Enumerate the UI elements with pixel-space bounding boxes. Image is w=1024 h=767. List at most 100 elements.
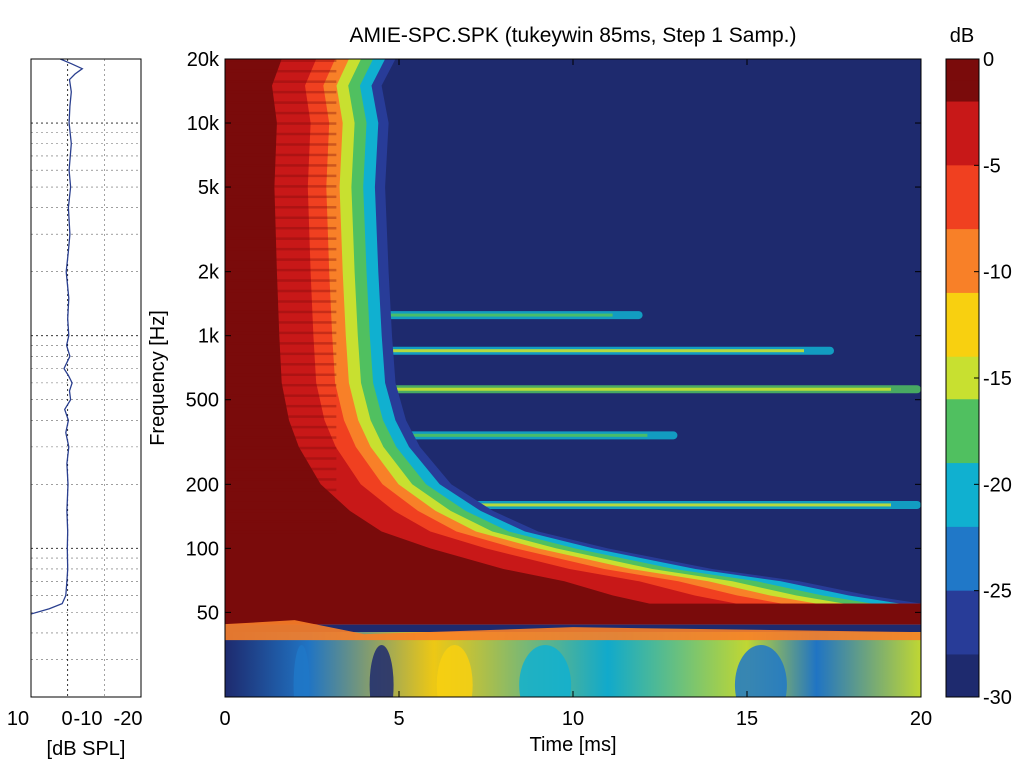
mode-line-core (225, 503, 891, 507)
lf-blob (519, 645, 572, 697)
lf-blob (293, 645, 310, 697)
striation (225, 279, 337, 282)
striation (225, 289, 337, 293)
frequency-tick-label: 100 (186, 538, 219, 560)
striation (225, 436, 337, 439)
colorbar-band (946, 526, 979, 549)
striation (225, 310, 337, 314)
striation (225, 101, 337, 104)
striation (225, 499, 337, 502)
response-plot-area (31, 59, 141, 697)
lf-band-edge (225, 620, 921, 641)
colorbar: dB 0 -5 -10 -15 -20 -25 -30 (945, 25, 1012, 709)
striation (225, 69, 337, 73)
striation (225, 478, 337, 481)
striation (225, 467, 337, 471)
striation (225, 247, 337, 251)
striation (225, 80, 337, 83)
colorbar-tick-label: -20 (983, 474, 1012, 496)
colorbar-band (946, 463, 979, 485)
colorbar-band (946, 250, 979, 273)
colorbar-band (946, 186, 979, 209)
colorbar-band (946, 654, 979, 677)
decay-contour (225, 59, 921, 625)
time-axis-ticks: 0 5 10 15 20 (219, 59, 932, 730)
striation (225, 415, 337, 418)
colorbar-tick-label: -10 (983, 262, 1012, 284)
colorbar-band (946, 59, 979, 81)
response-x-tick-label: -20 (114, 708, 143, 730)
mode-line-core (225, 387, 891, 391)
colorbar-band (946, 590, 979, 613)
time-tick-label: 5 (393, 708, 404, 730)
frequency-tick-label: 500 (186, 390, 219, 412)
striation (225, 195, 337, 199)
striation (225, 111, 337, 115)
frequency-tick-label: 2k (198, 262, 220, 284)
striation (225, 132, 337, 136)
time-tick-label: 0 (219, 708, 230, 730)
colorbar-ticks: 0 -5 -10 -15 -20 -25 -30 (974, 49, 1012, 709)
response-x-tick-label: -10 (74, 708, 103, 730)
striation (225, 174, 337, 178)
striation (225, 509, 337, 513)
striation (225, 258, 337, 261)
striation (225, 237, 337, 240)
spectrogram-plot (225, 59, 921, 697)
lf-blob (436, 645, 473, 697)
colorbar-band (946, 292, 979, 315)
frequency-axis-ticks: 50 100 200 500 1k 2k 5k 10k 20k (186, 49, 921, 624)
time-tick-label: 20 (910, 708, 932, 730)
striation (225, 363, 337, 366)
colorbar-band (946, 314, 979, 336)
striation (225, 59, 337, 62)
decay-contours (225, 59, 921, 625)
colorbar-band (946, 633, 979, 655)
frequency-axis-label: Frequency [Hz] (147, 310, 169, 446)
colorbar-tick-label: -25 (983, 581, 1012, 603)
low-frequency-band (225, 620, 921, 697)
striation (225, 206, 337, 209)
striation (225, 383, 337, 387)
striation (225, 530, 337, 534)
response-x-tick-label: 10 (7, 708, 29, 730)
striation (225, 226, 337, 230)
frequency-tick-label: 50 (197, 602, 219, 624)
striation (225, 342, 337, 345)
frequency-tick-label: 5k (198, 177, 220, 199)
response-panel: 10 0 -10 -20 [dB SPL] (7, 58, 143, 760)
striation (225, 331, 337, 335)
frequency-tick-label: 20k (187, 49, 220, 71)
striation (225, 457, 337, 460)
colorbar-tick-label: 0 (983, 49, 994, 71)
striation (225, 268, 337, 272)
response-curve (31, 59, 84, 615)
striation (225, 394, 337, 397)
colorbar-label: dB (950, 25, 974, 47)
colorbar-band (946, 207, 979, 230)
striation (225, 185, 337, 188)
striation (225, 122, 337, 125)
striation (225, 153, 337, 157)
response-frame (30, 58, 142, 698)
colorbar-band (946, 378, 979, 400)
striation (225, 425, 337, 429)
mode-line-core (225, 349, 804, 353)
colorbar-band (946, 611, 979, 634)
mode-line-core (225, 433, 648, 437)
colorbar-band (946, 569, 979, 592)
mode-line-core (225, 313, 613, 317)
lf-blob (369, 645, 394, 697)
striation (225, 488, 337, 492)
colorbar-band (946, 505, 979, 528)
striation (225, 143, 337, 146)
striation (225, 373, 337, 377)
striation (225, 520, 337, 523)
colorbar-band (946, 441, 979, 464)
colorbar-bands (946, 59, 979, 698)
striation (225, 321, 337, 324)
frequency-tick-label: 200 (186, 474, 219, 496)
colorbar-band (946, 356, 979, 379)
colorbar-band (946, 165, 979, 188)
